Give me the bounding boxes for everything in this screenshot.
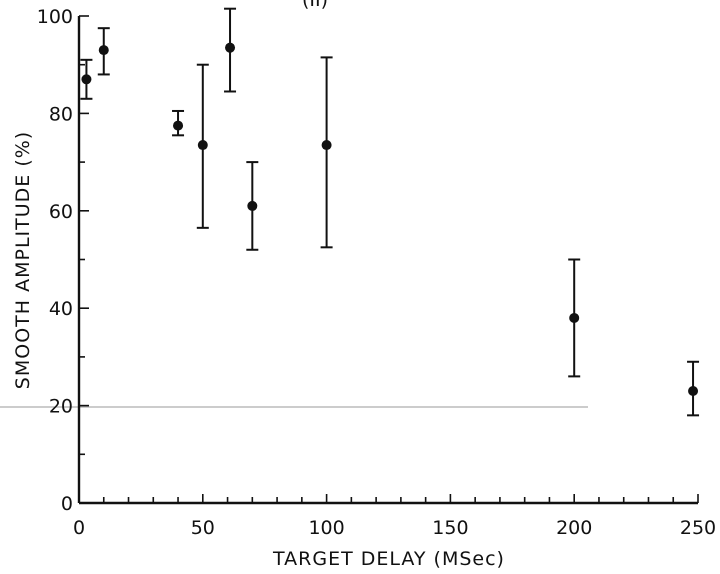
data-point [98, 45, 109, 56]
x-tick-label: 0 [73, 517, 85, 539]
data-point [688, 385, 699, 396]
data-point [225, 42, 236, 53]
x-tick-label: 250 [680, 517, 716, 539]
chart-title: (II) [302, 0, 328, 11]
data-point [197, 140, 208, 151]
data-point [81, 74, 92, 85]
data-marks [80, 7, 700, 417]
y-tick-label: 60 [49, 201, 73, 223]
x-axis-label: TARGET DELAY (MSec) [272, 548, 505, 570]
y-tick-label: 80 [49, 103, 73, 125]
x-tick-label: 200 [556, 517, 592, 539]
x-tick-label: 50 [191, 517, 215, 539]
data-point [569, 312, 580, 323]
x-tick-label: 150 [432, 517, 468, 539]
data-point [321, 140, 332, 151]
y-axis-label: SMOOTH AMPLITUDE (%) [12, 131, 34, 389]
x-tick-label: 100 [308, 517, 344, 539]
y-tick-label: 20 [49, 396, 73, 418]
data-point [173, 120, 184, 131]
data-point [247, 200, 258, 211]
y-tick-label: 0 [61, 493, 73, 515]
axes: 0 50 100 150 200 250 0 20 40 60 80 100 [37, 6, 716, 539]
y-tick-label: 100 [37, 6, 73, 28]
y-tick-label: 40 [49, 298, 73, 320]
